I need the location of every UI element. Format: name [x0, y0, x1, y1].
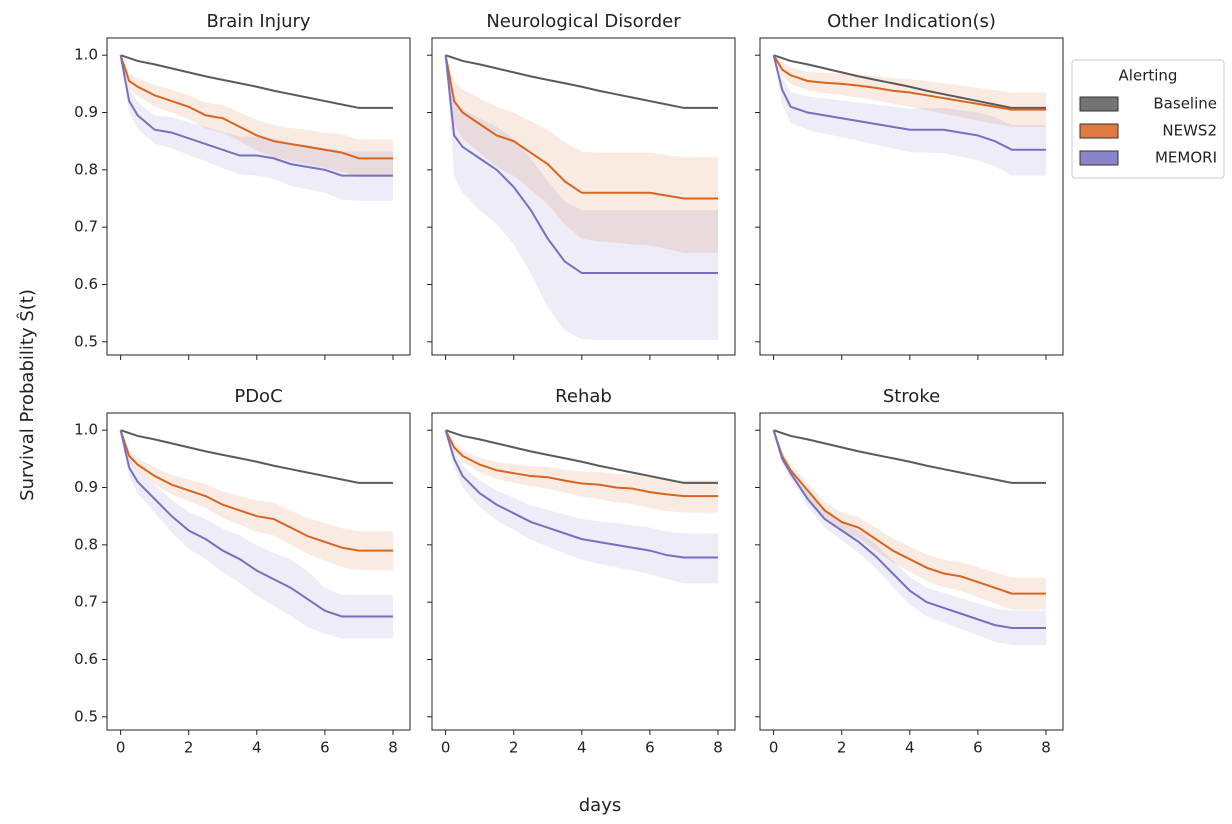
x-tick-label: 2	[509, 739, 519, 757]
panel-title: Rehab	[555, 386, 612, 407]
x-tick-label: 4	[252, 739, 262, 757]
legend-swatch	[1079, 123, 1119, 139]
y-axis-label: Survival Probability Ŝ(t)	[16, 289, 38, 501]
x-tick-label: 0	[116, 739, 126, 757]
plot-area	[772, 429, 1046, 646]
x-tick-label: 0	[441, 739, 451, 757]
axes-frame	[106, 37, 411, 356]
plot-area	[444, 54, 718, 341]
survival-line	[119, 55, 393, 177]
survival-line	[773, 54, 1046, 109]
survival-line	[772, 54, 1046, 151]
survival-line	[772, 429, 1046, 629]
survival-line	[119, 429, 393, 618]
legend-box	[1071, 59, 1225, 179]
survival-line	[772, 429, 1046, 595]
plot-area	[444, 429, 718, 584]
axes-frame	[106, 412, 411, 731]
survival-line	[444, 55, 718, 275]
y-tick-label: 0.8	[74, 535, 98, 553]
survival-line	[444, 429, 718, 559]
confidence-band	[445, 55, 718, 341]
x-tick-label: 6	[645, 739, 655, 757]
x-tick-label: 6	[320, 739, 330, 757]
survival-line	[773, 429, 1046, 484]
axes-frame	[431, 37, 736, 356]
axes-frame	[431, 412, 736, 731]
x-axis-label: days	[579, 795, 622, 816]
panel-title: Other Indication(s)	[827, 11, 996, 32]
y-tick-label: 0.5	[74, 707, 98, 725]
y-tick-label: 0.9	[74, 103, 98, 121]
panel-title: Stroke	[883, 386, 940, 407]
y-tick-label: 1.0	[74, 421, 98, 439]
x-tick-label: 0	[769, 739, 779, 757]
y-tick-label: 0.7	[74, 593, 98, 611]
confidence-band	[445, 55, 718, 253]
x-tick-label: 4	[577, 739, 587, 757]
panel-title: Neurological Disorder	[486, 11, 681, 32]
confidence-band	[773, 55, 1046, 127]
survival-line	[444, 429, 718, 498]
legend-label: NEWS2	[1162, 122, 1217, 140]
confidence-band	[445, 430, 718, 584]
panel-title: PDoC	[234, 386, 282, 407]
y-tick-label: 0.6	[74, 650, 98, 668]
confidence-band	[120, 55, 393, 201]
x-tick-label: 4	[905, 739, 915, 757]
confidence-band	[120, 430, 393, 571]
survival-line	[445, 429, 718, 484]
survival-line	[119, 429, 393, 552]
x-tick-label: 8	[713, 739, 723, 757]
confidence-band	[773, 430, 1046, 610]
panel-title: Brain Injury	[206, 11, 310, 32]
y-tick-label: 1.0	[74, 46, 98, 64]
x-tick-label: 2	[837, 739, 847, 757]
confidence-band	[773, 430, 1046, 646]
survival-line	[444, 55, 718, 200]
legend-label: Baseline	[1153, 95, 1217, 113]
plot-area	[772, 54, 1046, 176]
legend-swatch	[1079, 150, 1119, 166]
survival-line	[119, 54, 393, 160]
y-tick-label: 0.8	[74, 160, 98, 178]
x-tick-label: 8	[388, 739, 398, 757]
y-tick-label: 0.5	[74, 332, 98, 350]
y-tick-label: 0.9	[74, 478, 98, 496]
confidence-band	[773, 55, 1046, 176]
survival-line	[120, 54, 393, 109]
x-tick-label: 6	[973, 739, 983, 757]
x-tick-label: 8	[1041, 739, 1051, 757]
axes-frame	[759, 412, 1064, 731]
confidence-band	[120, 55, 393, 178]
survival-line	[445, 54, 718, 109]
survival-line	[772, 54, 1046, 111]
legend-title: Alerting	[1119, 67, 1178, 85]
legend-label: MEMORI	[1155, 149, 1217, 167]
survival-line	[120, 429, 393, 484]
plot-area	[119, 429, 393, 639]
plot-area	[119, 54, 393, 201]
axes-frame	[759, 37, 1064, 356]
y-tick-label: 0.6	[74, 275, 98, 293]
y-tick-label: 0.7	[74, 218, 98, 236]
legend-swatch	[1079, 96, 1119, 112]
x-tick-label: 2	[184, 739, 194, 757]
